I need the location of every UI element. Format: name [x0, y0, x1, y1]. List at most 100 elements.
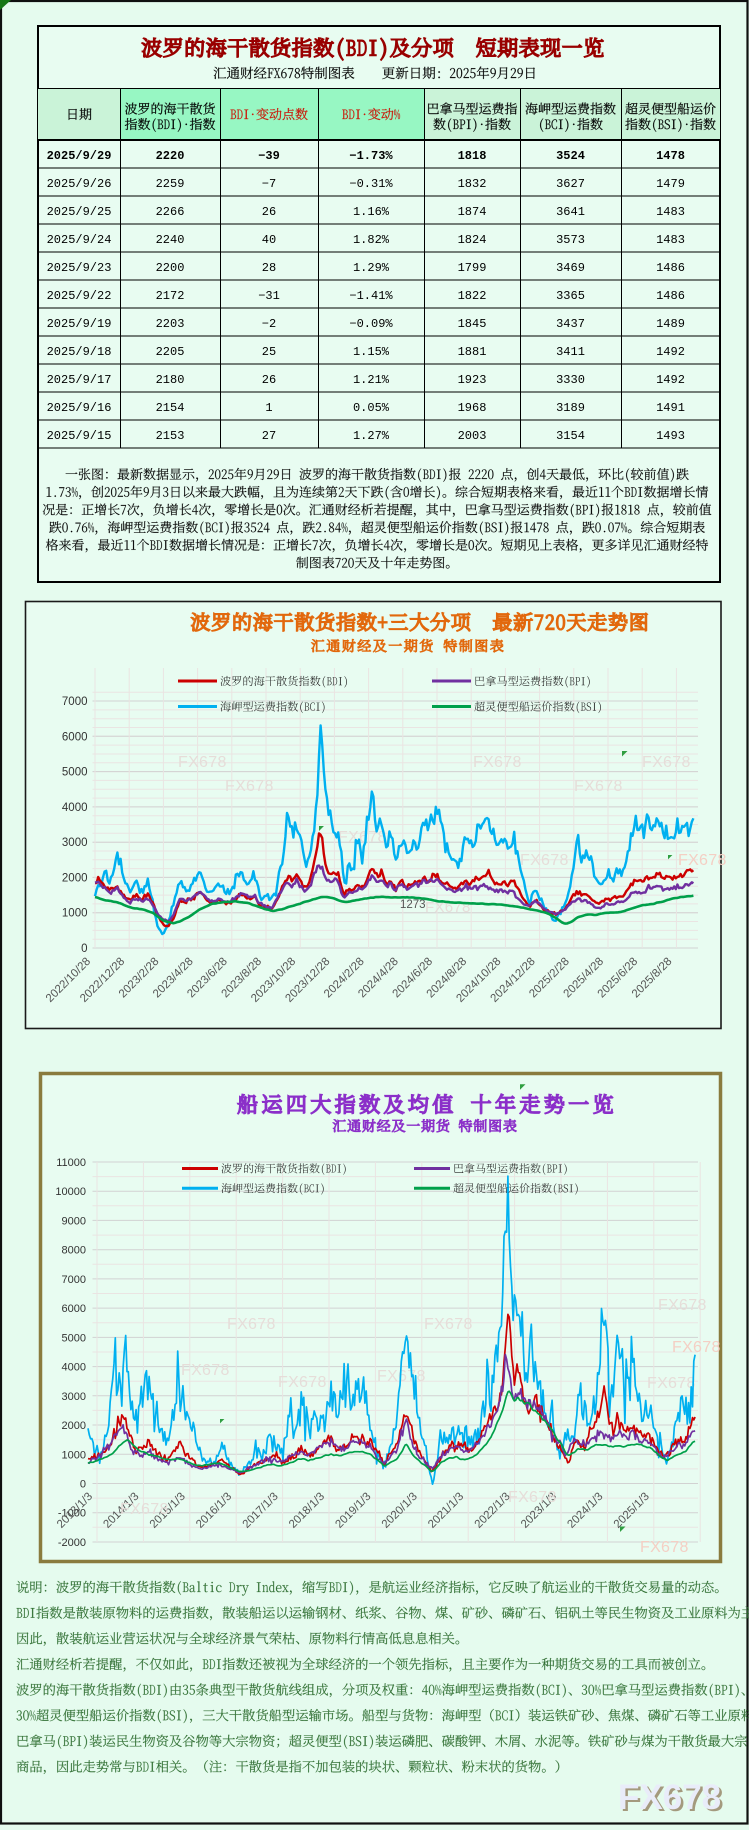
svg-text:FX678: FX678	[520, 852, 569, 869]
svg-text:7000: 7000	[62, 696, 88, 708]
svg-text:−31: −31	[258, 289, 280, 303]
svg-text:27: 27	[262, 429, 276, 443]
svg-text:FX678: FX678	[278, 1374, 327, 1391]
svg-text:2025/9/16: 2025/9/16	[47, 401, 112, 415]
svg-text:−0.09%: −0.09%	[349, 317, 393, 331]
svg-text:-1000: -1000	[58, 1508, 86, 1520]
svg-text:3469: 3469	[556, 261, 585, 275]
svg-text:2259: 2259	[156, 177, 185, 191]
svg-text:1492: 1492	[656, 373, 685, 387]
svg-text:7000: 7000	[62, 1274, 86, 1286]
svg-text:2025/9/19: 2025/9/19	[47, 317, 112, 331]
svg-text:11000: 11000	[56, 1157, 86, 1169]
svg-text:FX678: FX678	[181, 1362, 230, 1379]
svg-text:5000: 5000	[62, 767, 88, 779]
svg-text:2025/9/22: 2025/9/22	[47, 289, 112, 303]
svg-text:-2000: -2000	[58, 1537, 86, 1549]
svg-text:−0.31%: −0.31%	[349, 177, 393, 191]
svg-text:FX678: FX678	[658, 1297, 707, 1314]
svg-text:2203: 2203	[156, 317, 185, 331]
svg-text:26: 26	[262, 205, 276, 219]
svg-text:1273: 1273	[400, 899, 426, 911]
svg-text:FX678: FX678	[508, 1489, 557, 1506]
svg-text:3524: 3524	[556, 149, 585, 163]
svg-text:2025/9/24: 2025/9/24	[47, 233, 112, 247]
svg-text:3573: 3573	[556, 233, 585, 247]
svg-text:2180: 2180	[156, 373, 185, 387]
svg-text:26: 26	[262, 373, 276, 387]
svg-text:2025/9/23: 2025/9/23	[47, 261, 112, 275]
svg-text:FX678: FX678	[618, 1778, 721, 1817]
svg-text:FX678: FX678	[120, 1501, 169, 1518]
svg-text:FX678: FX678	[678, 852, 727, 869]
svg-text:1.82%: 1.82%	[353, 233, 390, 247]
svg-text:3189: 3189	[556, 401, 585, 415]
svg-text:2240: 2240	[156, 233, 185, 247]
svg-text:2025/9/18: 2025/9/18	[47, 345, 112, 359]
svg-text:1.29%: 1.29%	[353, 261, 390, 275]
svg-text:10000: 10000	[55, 1186, 86, 1198]
svg-text:2205: 2205	[156, 345, 185, 359]
svg-text:8000: 8000	[62, 1245, 86, 1257]
svg-text:1874: 1874	[458, 205, 487, 219]
svg-text:2153: 2153	[156, 429, 185, 443]
svg-text:2025/9/26: 2025/9/26	[47, 177, 112, 191]
svg-text:6000: 6000	[62, 1303, 86, 1315]
svg-text:FX678: FX678	[647, 1375, 696, 1392]
svg-text:FX678: FX678	[621, 1780, 724, 1819]
svg-text:FX678: FX678	[642, 754, 691, 771]
svg-text:1.27%: 1.27%	[353, 429, 390, 443]
svg-text:4000: 4000	[62, 1362, 86, 1374]
svg-text:3330: 3330	[556, 373, 585, 387]
svg-text:2154: 2154	[156, 401, 185, 415]
svg-text:2025/9/25: 2025/9/25	[47, 205, 112, 219]
svg-text:1486: 1486	[656, 261, 685, 275]
svg-text:1479: 1479	[656, 177, 685, 191]
svg-text:1845: 1845	[458, 317, 487, 331]
svg-text:1: 1	[265, 401, 272, 415]
svg-text:1491: 1491	[656, 401, 685, 415]
svg-text:FX678: FX678	[225, 778, 274, 795]
svg-text:2172: 2172	[156, 289, 185, 303]
svg-text:1489: 1489	[656, 317, 685, 331]
svg-text:3437: 3437	[556, 317, 585, 331]
svg-text:25: 25	[262, 345, 276, 359]
svg-text:1492: 1492	[656, 345, 685, 359]
svg-text:−39: −39	[258, 149, 280, 163]
svg-text:FX678: FX678	[640, 1539, 689, 1556]
svg-text:2025/9/29: 2025/9/29	[47, 149, 112, 163]
svg-text:1000: 1000	[62, 1449, 86, 1461]
svg-text:1483: 1483	[656, 205, 685, 219]
svg-text:1000: 1000	[62, 908, 88, 920]
svg-text:1968: 1968	[458, 401, 487, 415]
svg-text:9000: 9000	[62, 1215, 86, 1227]
svg-text:FX678: FX678	[473, 754, 522, 771]
svg-text:FX678: FX678	[178, 754, 227, 771]
svg-text:−1.73%: −1.73%	[349, 149, 393, 163]
svg-text:3641: 3641	[556, 205, 585, 219]
svg-text:1822: 1822	[458, 289, 487, 303]
svg-text:1799: 1799	[458, 261, 487, 275]
svg-text:1.21%: 1.21%	[353, 373, 390, 387]
svg-text:3154: 3154	[556, 429, 585, 443]
svg-text:4000: 4000	[62, 802, 88, 814]
svg-text:2025/9/17: 2025/9/17	[47, 373, 112, 387]
svg-text:2000: 2000	[62, 1420, 86, 1432]
svg-text:FX678: FX678	[574, 778, 623, 795]
svg-text:1.16%: 1.16%	[353, 205, 390, 219]
svg-text:0: 0	[80, 1479, 86, 1491]
svg-text:2220: 2220	[156, 149, 185, 163]
svg-text:−1.41%: −1.41%	[349, 289, 393, 303]
svg-text:1881: 1881	[458, 345, 487, 359]
svg-text:−7: −7	[262, 177, 276, 191]
svg-text:FX678: FX678	[338, 829, 387, 846]
svg-text:FX678: FX678	[227, 1316, 276, 1333]
svg-text:1832: 1832	[458, 177, 487, 191]
svg-text:3000: 3000	[62, 837, 88, 849]
svg-text:2200: 2200	[156, 261, 185, 275]
svg-text:1486: 1486	[656, 289, 685, 303]
svg-text:1923: 1923	[458, 373, 487, 387]
svg-text:1478: 1478	[656, 149, 685, 163]
svg-text:FX678: FX678	[672, 1339, 721, 1356]
svg-text:2025/9/15: 2025/9/15	[47, 429, 112, 443]
